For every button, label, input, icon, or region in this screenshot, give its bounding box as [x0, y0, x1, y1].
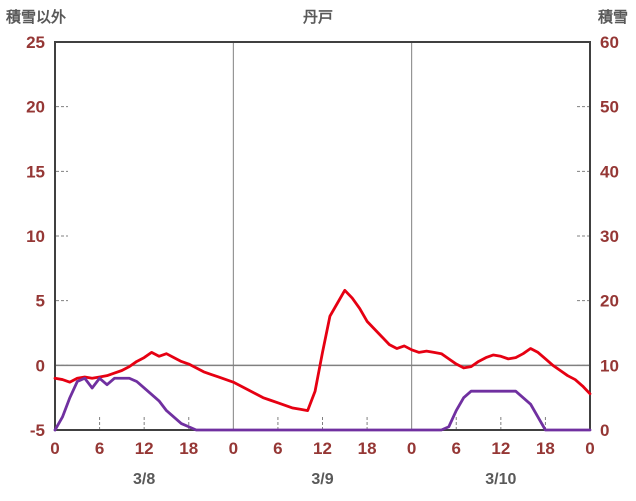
x-axis-label: 18: [536, 439, 555, 458]
x-axis-label: 0: [407, 439, 416, 458]
left-axis-label: 15: [26, 162, 45, 181]
plot-border: [54, 41, 591, 431]
chart-title: 丹戸: [302, 9, 334, 26]
right-axis-label: 10: [600, 356, 619, 375]
left-axis-label: 20: [26, 98, 45, 117]
date-label: 3/8: [133, 471, 155, 488]
right-axis-label: 60: [600, 33, 619, 52]
left-axis-label: 25: [26, 33, 45, 52]
x-axis-label: 6: [95, 439, 104, 458]
x-axis-label: 6: [273, 439, 282, 458]
x-axis-label: 12: [135, 439, 154, 458]
right-axis-label: 40: [600, 162, 619, 181]
left-axis-title: 積雪以外: [6, 9, 67, 26]
x-axis-label: 18: [179, 439, 198, 458]
right-axis-label: 20: [600, 292, 619, 311]
x-axis-label: 0: [585, 439, 594, 458]
right-axis-label: 0: [600, 421, 609, 440]
chart-header: 積雪以外 丹戸 積雪: [0, 6, 636, 26]
date-label: 3/9: [311, 471, 333, 488]
left-axis-label: 0: [36, 356, 45, 375]
right-axis-label: 50: [600, 98, 619, 117]
left-axis-label: 10: [26, 227, 45, 246]
right-axis-title: 積雪: [597, 9, 628, 26]
x-axis-label: 6: [452, 439, 461, 458]
purple-line: [53, 376, 592, 432]
left-axis-label: 5: [36, 292, 45, 311]
x-axis-label: 0: [229, 439, 238, 458]
x-axis-label: 0: [50, 439, 59, 458]
red-line: [53, 288, 592, 413]
left-axis-label: -5: [30, 421, 45, 440]
x-axis-label: 12: [491, 439, 510, 458]
date-label: 3/10: [485, 471, 516, 488]
right-axis-label: 30: [600, 227, 619, 246]
x-axis-label: 18: [358, 439, 377, 458]
x-axis-label: 12: [313, 439, 332, 458]
